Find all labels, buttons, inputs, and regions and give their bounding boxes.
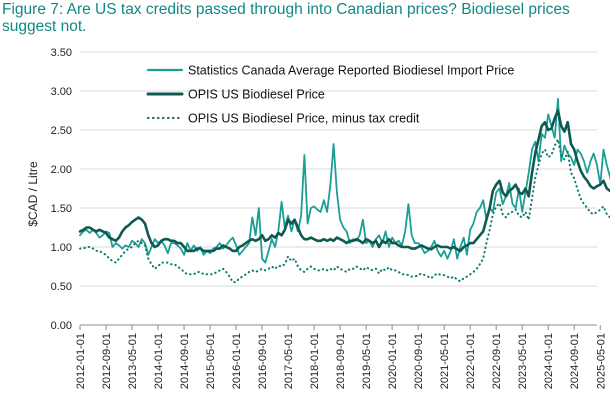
x-axis-ticks: 2012-01-01 2012-09-01 2013-05-01 2014-01-01… [75, 325, 607, 389]
x-tick-label: 2018-09-01 [335, 333, 347, 389]
series-line-3 [79, 138, 610, 284]
y-tick-label: 3.50 [51, 47, 72, 59]
y-tick-label: 0.50 [51, 281, 72, 293]
series-lines [78, 97, 610, 284]
x-tick-label: 2012-01-01 [75, 333, 87, 389]
legend-label-3: OPIS US Biodiesel Price, minus tax credi… [188, 112, 420, 126]
legend-label-1: Statistics Canada Average Reported Biodi… [188, 64, 514, 78]
x-tick-label: 2022-01-01 [465, 333, 477, 389]
y-tick-label: 2.50 [51, 125, 72, 137]
x-tick-label: 2022-09-01 [491, 333, 503, 389]
y-axis-ticks: 0.00 0.50 1.00 1.50 2.00 2.50 3.00 3.50 [51, 47, 72, 332]
y-tick-label: 0.00 [51, 320, 72, 332]
chart-title: Figure 7: Are US tax credits passed thro… [2, 1, 570, 35]
x-tick-label: 2016-09-01 [257, 333, 269, 389]
series-line-2 [78, 109, 610, 253]
legend-label-2: OPIS US Biodiesel Price [188, 88, 325, 102]
x-tick-label: 2023-05-01 [517, 333, 529, 389]
x-tick-label: 2025-05-01 [595, 333, 607, 389]
y-tick-label: 2.00 [51, 164, 72, 176]
legend: Statistics Canada Average Reported Biodi… [146, 64, 514, 126]
x-tick-label: 2020-01-01 [387, 333, 399, 389]
x-tick-label: 2019-05-01 [361, 333, 373, 389]
y-tick-label: 1.50 [51, 203, 72, 215]
x-tick-label: 2024-01-01 [543, 333, 555, 389]
gridlines [80, 51, 597, 287]
x-tick-label: 2020-09-01 [413, 333, 425, 389]
x-tick-label: 2021-05-01 [439, 333, 451, 389]
x-tick-label: 2013-05-01 [127, 333, 139, 389]
x-tick-label: 2012-09-01 [101, 333, 113, 389]
x-tick-label: 2014-01-01 [153, 333, 165, 389]
x-tick-label: 2014-09-01 [179, 333, 191, 389]
y-tick-label: 3.00 [51, 86, 72, 98]
x-tick-label: 2016-01-01 [231, 333, 243, 389]
y-axis-label: $CAD / Litre [26, 161, 40, 227]
y-tick-label: 1.00 [51, 242, 72, 254]
x-tick-label: 2015-05-01 [205, 333, 217, 389]
x-tick-label: 2017-05-01 [283, 333, 295, 389]
x-tick-label: 2018-01-01 [309, 333, 321, 389]
x-tick-label: 2024-09-01 [569, 333, 581, 389]
series-line-1 [79, 97, 610, 264]
